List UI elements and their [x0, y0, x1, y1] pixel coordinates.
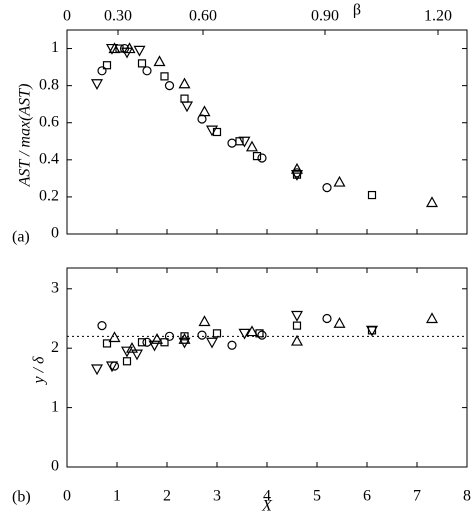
data-point — [178, 337, 191, 349]
data-point — [97, 321, 107, 331]
y-tick-label: 0.2 — [39, 188, 59, 205]
data-point — [97, 66, 107, 76]
data-point — [290, 162, 304, 174]
y-axis-label: AST / max(AST) — [17, 84, 34, 188]
x-tick-label: 4 — [263, 488, 271, 505]
data-point — [212, 329, 222, 338]
data-point — [120, 346, 134, 358]
x-tick-label: 7 — [413, 488, 421, 505]
data-point — [238, 136, 251, 148]
x2-tick-label: 0 — [63, 8, 71, 25]
x-tick-label: 3 — [213, 488, 221, 505]
data-point — [180, 332, 189, 341]
data-point — [290, 170, 304, 181]
y-axis-label: y / δ — [31, 356, 48, 386]
y-tick-label: 1 — [51, 398, 59, 415]
data-point — [197, 330, 207, 340]
data-point — [367, 190, 377, 200]
data-point — [142, 337, 152, 347]
x-tick-label: 0 — [63, 488, 71, 505]
data-point — [205, 125, 219, 137]
data-point — [108, 331, 121, 343]
x-tick-label: 2 — [163, 488, 171, 505]
data-point — [290, 334, 304, 346]
x2-tick-label: 0.60 — [189, 8, 217, 25]
data-point — [322, 313, 332, 324]
data-point — [130, 349, 144, 361]
data-point — [425, 312, 439, 324]
data-point — [160, 72, 169, 81]
data-point — [257, 330, 267, 340]
data-point — [365, 325, 379, 337]
data-point — [198, 315, 211, 327]
data-point — [120, 47, 134, 59]
x-tick-label: 6 — [363, 488, 371, 505]
data-point — [180, 94, 189, 103]
data-point — [290, 310, 304, 322]
x-tick-label: 8 — [463, 488, 471, 505]
data-point — [180, 101, 194, 113]
data-point — [137, 59, 147, 68]
data-point — [90, 364, 104, 376]
data-point — [105, 43, 119, 55]
x-tick-label: 1 — [113, 488, 121, 505]
data-point — [333, 317, 346, 328]
x2-axis-label: β — [353, 2, 361, 19]
y-tick-label: 3 — [51, 279, 59, 296]
data-point — [90, 79, 104, 91]
y-tick-label: 0.4 — [39, 150, 59, 167]
data-point — [133, 45, 146, 57]
panel-label: (b) — [12, 489, 31, 506]
data-point — [108, 42, 121, 54]
data-point — [148, 340, 161, 352]
data-point — [198, 105, 211, 117]
data-point — [164, 331, 175, 341]
panel-label: (a) — [12, 229, 30, 246]
data-point — [178, 77, 191, 89]
y-tick-label: 0 — [51, 225, 59, 242]
data-point — [197, 114, 207, 124]
data-point — [102, 61, 112, 70]
data-point — [150, 333, 164, 344]
data-point — [245, 140, 259, 152]
data-point — [333, 175, 346, 187]
data-point — [102, 339, 112, 348]
y-tick-label: 2 — [51, 339, 59, 356]
data-point — [164, 81, 175, 91]
x2-tick-label: 1.20 — [424, 8, 452, 25]
data-point — [292, 321, 302, 330]
data-point — [205, 337, 219, 349]
data-point — [105, 361, 119, 373]
data-point — [137, 338, 147, 347]
x2-tick-label: 0.90 — [311, 8, 339, 25]
data-point — [227, 138, 237, 148]
data-point — [122, 357, 132, 366]
x-axis-label: X — [261, 498, 273, 514]
data-point — [227, 340, 237, 350]
data-point — [153, 55, 166, 67]
frame-a — [66, 29, 468, 235]
data-point — [425, 196, 439, 208]
y-tick-label: 0.8 — [39, 76, 59, 93]
data-point — [257, 153, 267, 163]
x-tick-label: 5 — [313, 488, 321, 505]
y-tick-label: 0 — [51, 458, 59, 475]
y-tick-label: 0.6 — [39, 113, 59, 130]
frame-b — [66, 267, 468, 468]
data-point — [238, 328, 251, 340]
data-point — [245, 325, 259, 337]
y-tick-label: 1 — [51, 39, 59, 56]
data-point — [322, 183, 332, 193]
data-point — [142, 66, 152, 76]
x2-tick-label: 0.30 — [104, 8, 132, 25]
data-point — [252, 152, 262, 161]
